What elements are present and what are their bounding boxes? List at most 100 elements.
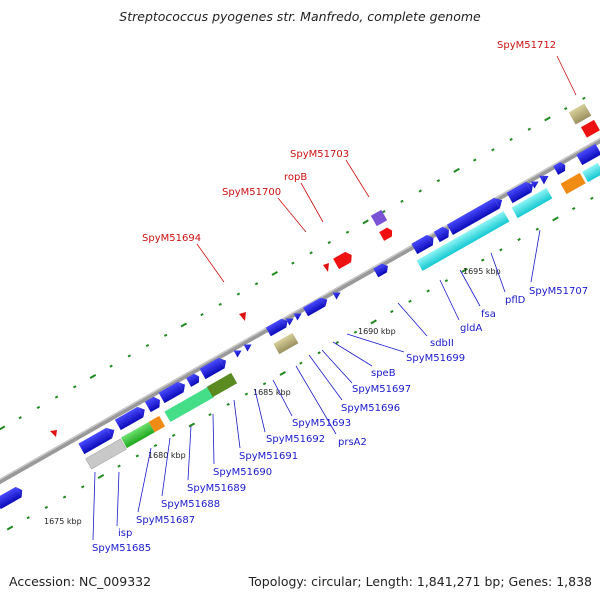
gene-label[interactable]: ropB bbox=[284, 172, 307, 183]
gene-label[interactable]: speB bbox=[371, 368, 396, 379]
gene-label[interactable]: isp bbox=[118, 528, 132, 539]
domain-bar-grey[interactable] bbox=[85, 438, 127, 470]
tick-mark bbox=[226, 402, 230, 406]
gene-arrow[interactable] bbox=[553, 161, 568, 175]
gene-arrow[interactable] bbox=[530, 178, 541, 189]
gene-labels-upper: SpyM51712 SpyM51703 ropB SpyM51700 SpyM5… bbox=[142, 40, 556, 244]
tick-mark bbox=[36, 405, 41, 409]
gene-arrow[interactable] bbox=[285, 315, 296, 326]
domain-bar-tan[interactable] bbox=[273, 332, 299, 355]
rna-feature[interactable] bbox=[333, 250, 355, 270]
tick-mark bbox=[54, 395, 59, 399]
gene-label[interactable]: gldA bbox=[460, 323, 482, 334]
gene-arrow[interactable] bbox=[158, 381, 184, 404]
gene-arrow[interactable] bbox=[243, 341, 254, 352]
gene-label[interactable]: SpyM51694 bbox=[142, 233, 201, 244]
tick-mark bbox=[62, 495, 67, 499]
genome-backbone-highlight bbox=[0, 137, 600, 481]
gene-arrow[interactable] bbox=[373, 262, 390, 278]
gene-label[interactable]: SpyM51690 bbox=[213, 467, 272, 478]
gene-arrow[interactable] bbox=[576, 143, 600, 166]
gene-label[interactable]: SpyM51703 bbox=[290, 149, 349, 160]
domain-track bbox=[85, 162, 600, 470]
gene-label[interactable]: sdbII bbox=[430, 338, 454, 349]
tick-mark bbox=[279, 371, 286, 376]
gene-label[interactable]: SpyM51693 bbox=[292, 418, 351, 429]
gene-arrow[interactable] bbox=[539, 172, 551, 185]
gene-arrow[interactable] bbox=[199, 357, 225, 380]
gene-label[interactable]: SpyM51687 bbox=[136, 515, 195, 526]
domain-bar-green[interactable] bbox=[120, 421, 155, 449]
rna-feature[interactable] bbox=[50, 430, 57, 437]
gene-label[interactable]: SpyM51692 bbox=[266, 434, 325, 445]
gene-label[interactable]: prsA2 bbox=[338, 437, 367, 448]
gene-arrow[interactable] bbox=[293, 310, 304, 321]
domain-bar-cyan[interactable] bbox=[416, 211, 510, 271]
scale-label: 1685 kbp bbox=[253, 388, 291, 397]
tick-mark bbox=[109, 364, 113, 368]
domain-bar-orange[interactable] bbox=[560, 172, 586, 195]
tick-mark bbox=[453, 167, 460, 173]
gene-arrow[interactable] bbox=[303, 297, 326, 317]
tick-mark bbox=[208, 413, 212, 417]
domain-bar-cyan[interactable] bbox=[511, 187, 553, 219]
tick-mark bbox=[299, 361, 303, 365]
rna-feature[interactable] bbox=[379, 226, 394, 241]
gene-arrow[interactable] bbox=[233, 347, 244, 358]
gene-label[interactable]: SpyM51700 bbox=[222, 187, 281, 198]
gene-label[interactable]: SpyM51697 bbox=[352, 384, 411, 395]
tick-mark bbox=[527, 127, 532, 131]
gene-label[interactable]: SpyM51712 bbox=[497, 40, 556, 51]
rna-feature[interactable] bbox=[323, 263, 329, 272]
tick-mark bbox=[345, 230, 350, 234]
tick-mark bbox=[418, 189, 422, 193]
genome-summary-text: Topology: circular; Length: 1,841,271 bp… bbox=[248, 574, 592, 589]
rna-feature[interactable] bbox=[239, 312, 246, 321]
tick-mark bbox=[117, 464, 121, 468]
tick-mark bbox=[135, 454, 140, 458]
gene-label[interactable]: SpyM51699 bbox=[406, 353, 465, 364]
gene-label[interactable]: SpyM51685 bbox=[92, 543, 151, 554]
gene-label[interactable]: pflD bbox=[505, 295, 526, 306]
gene-box-purple[interactable] bbox=[370, 209, 388, 227]
tick-mark bbox=[499, 248, 503, 252]
gene-arrow[interactable] bbox=[78, 427, 113, 455]
gene-arrow[interactable] bbox=[332, 289, 343, 300]
tick-mark bbox=[400, 199, 404, 203]
domain-bar-orange[interactable] bbox=[148, 415, 166, 433]
gene-label[interactable]: fsa bbox=[481, 309, 496, 320]
gene-arrow[interactable] bbox=[0, 486, 22, 510]
gene-arrow[interactable] bbox=[114, 406, 144, 431]
tick-mark bbox=[436, 179, 441, 183]
rna-feature[interactable] bbox=[580, 119, 600, 138]
gene-box-tan[interactable] bbox=[568, 103, 592, 125]
scale-label: 1680 kbp bbox=[148, 451, 186, 460]
gene-arrow[interactable] bbox=[144, 395, 163, 413]
tick-mark bbox=[582, 96, 586, 100]
gene-label[interactable]: SpyM51688 bbox=[161, 499, 220, 510]
domain-bar-cyan[interactable] bbox=[582, 162, 600, 183]
leader-lines bbox=[92, 55, 577, 541]
tick-mark bbox=[590, 196, 594, 200]
gene-arrow[interactable] bbox=[446, 197, 500, 236]
gene-label[interactable]: SpyM51691 bbox=[239, 451, 298, 462]
lower-tick-row bbox=[6, 196, 594, 531]
gene-arrow[interactable] bbox=[265, 318, 287, 337]
gene-arrow[interactable] bbox=[506, 181, 532, 204]
gene-arrow[interactable] bbox=[433, 225, 452, 243]
gene-label[interactable]: SpyM51689 bbox=[187, 483, 246, 494]
tick-mark bbox=[145, 344, 150, 348]
gene-arrow[interactable] bbox=[411, 234, 433, 255]
domain-bar-olive[interactable] bbox=[206, 372, 238, 398]
tick-mark bbox=[517, 237, 521, 242]
gene-arrow[interactable] bbox=[186, 372, 201, 387]
tick-mark bbox=[552, 216, 559, 222]
domain-bar-green[interactable] bbox=[164, 386, 214, 423]
tick-mark bbox=[81, 485, 85, 489]
gene-label[interactable]: SpyM51696 bbox=[341, 403, 400, 414]
gene-labels-lower: SpyM51685 isp SpyM51687 SpyM51688 SpyM51… bbox=[92, 286, 588, 554]
gene-label[interactable]: SpyM51707 bbox=[529, 286, 588, 297]
tick-mark bbox=[444, 279, 449, 283]
tick-mark bbox=[481, 258, 485, 262]
